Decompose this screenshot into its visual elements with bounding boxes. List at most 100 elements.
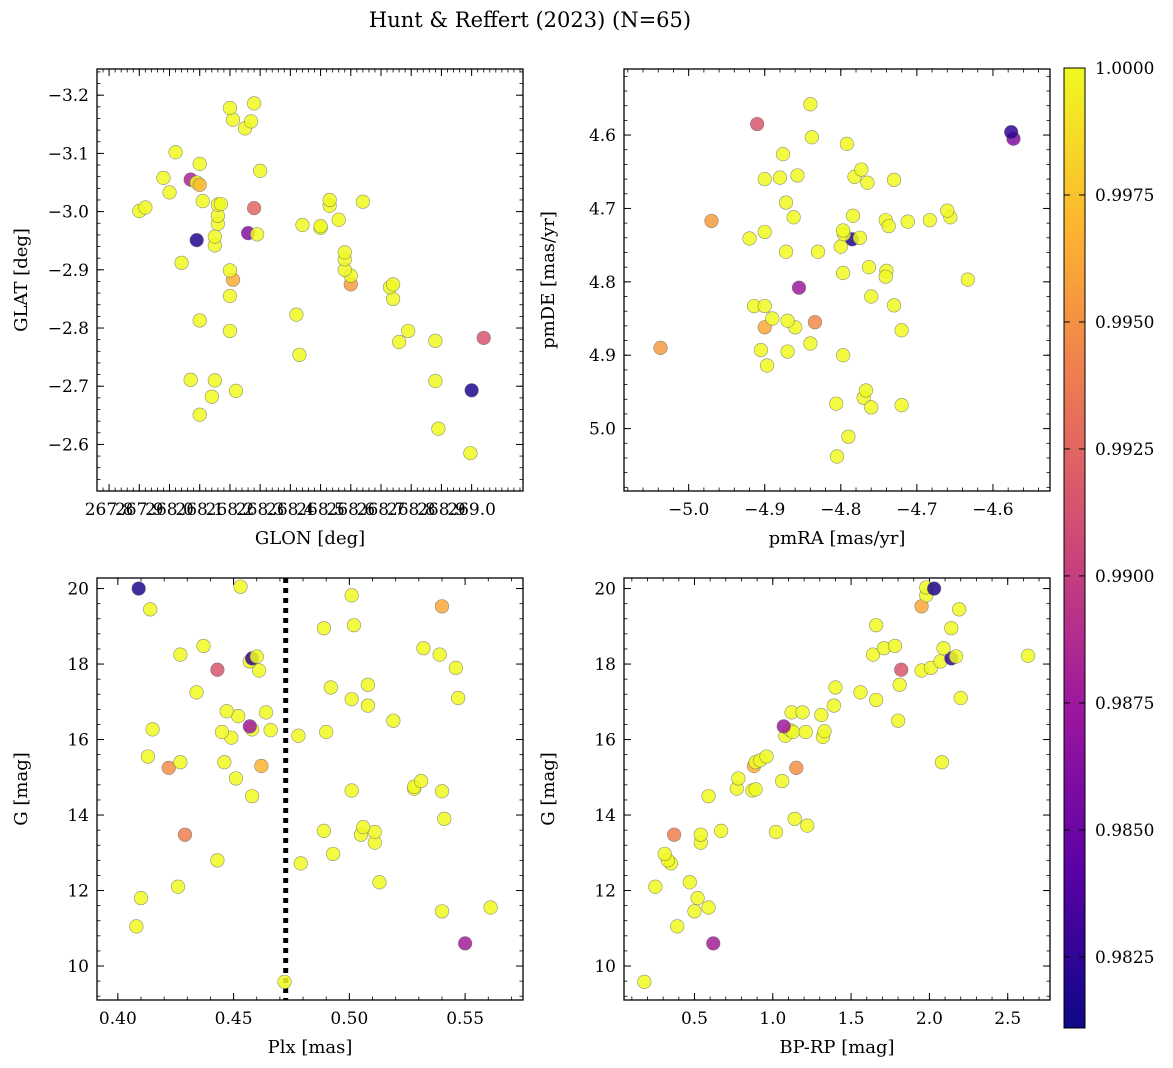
scatter-point [637,974,652,989]
scatter-point [775,773,790,789]
scatter-point [757,171,772,187]
scatter-point [701,900,716,915]
scatter-point [195,194,210,209]
x-tick-label: 0.5 [681,1009,708,1029]
scatter-point [207,229,222,244]
scatter-point [742,231,757,246]
scatter-point [326,846,341,862]
scatter-point [337,245,352,260]
y-tick-label: 4.8 [589,273,616,293]
x-tick-label: −4.6 [972,500,1013,520]
colorbar-tick-label: 1.0000 [1095,59,1154,79]
y-tick-label: −2.9 [48,261,89,281]
colorbar-tick-label: 0.9875 [1095,694,1154,714]
x-ticks: 0.5 1.0 1.5 2.0 2.5 [631,578,1040,1029]
scatter-point [245,789,260,804]
scatter-point [483,900,498,915]
scatter-point [434,904,450,919]
scatter-point [254,758,269,774]
scatter-point [864,289,879,304]
scatter-point [858,383,874,398]
x-tick-label: 268.2 [206,500,255,520]
scatter-point [192,177,207,192]
scatter-point [948,649,964,664]
scatter-point [355,194,370,209]
scatter-point [192,407,207,422]
scatter-points [129,579,498,989]
y-tick-label: 18 [594,655,616,675]
scatter-point [162,185,177,200]
scatter-point [786,210,801,225]
scatter-point [922,213,937,228]
scatter-point [1020,648,1036,663]
scatter-point [228,771,244,786]
scatter-point [748,782,763,797]
x-ticks: 0.40 0.45 0.50 0.55 [99,578,512,1029]
scatter-point [263,723,278,738]
scatter-point [416,641,431,656]
scatter-point [173,755,188,770]
scatter-point [768,824,784,840]
colorbar-tick-label: 0.9975 [1095,186,1154,206]
x-tick-label: −4.7 [896,500,937,520]
scatter-point [869,692,884,708]
scatter-point [291,728,306,743]
y-axis-label: GLAT [deg] [11,228,32,332]
scatter-point [131,581,146,596]
scatter-point [213,196,228,212]
scatter-point [437,811,452,826]
y-tick-label: 5.0 [589,420,616,440]
y-axis-label: pmDE [mas/yr] [538,211,559,349]
scatter-point [138,200,153,215]
scatter-point [936,641,951,656]
x-tick-label: 0.50 [330,1009,368,1029]
scatter-point [448,660,463,675]
x-tick-label: −4.9 [744,500,785,520]
x-tick-label: 268.4 [266,500,315,520]
scatter-point [258,705,274,720]
scatter-point [778,195,794,210]
scatter-point [927,581,942,596]
scatter-point [776,719,791,734]
scatter-point [222,323,238,339]
scatter-point [250,227,265,242]
y-tick-label: −2.8 [48,319,89,339]
axes-frame [96,577,524,1001]
y-tick-label: 4.7 [589,199,616,219]
y-ticks: 10 12 14 16 18 20 [67,580,523,997]
scatter-point [861,260,877,275]
scatter-point [860,175,875,190]
scatter-point [173,647,188,662]
scatter-point [360,677,375,692]
scatter-point [292,347,307,362]
x-tick-label: 268.6 [326,500,375,520]
scatter-point [845,208,861,223]
y-tick-label: 18 [67,655,89,675]
scatter-point [780,313,795,328]
scatter-point [953,690,968,706]
scatter-point [795,705,810,720]
scatter-point [331,212,346,227]
scatter-point [432,647,447,662]
scatter-point [192,156,207,171]
scatter-point [392,334,407,350]
scatter-point [293,856,308,871]
scatter-point [222,263,238,278]
scatter-point [1004,125,1019,140]
scatter-point [140,749,156,764]
x-tick-label: 268.7 [357,500,406,520]
scatter-point [247,96,262,111]
scatter-point [778,244,794,259]
scatter-point [864,400,879,415]
scatter-point [854,162,869,177]
scatter-points [132,96,491,461]
y-tick-label: 14 [67,806,89,826]
scatter-point [253,163,268,178]
y-tick-label: 16 [594,731,616,751]
scatter-point [894,323,909,338]
scatter-point [934,755,950,770]
scatter-point [887,638,903,654]
scatter-point [222,100,238,116]
y-tick-label: 12 [594,882,616,902]
